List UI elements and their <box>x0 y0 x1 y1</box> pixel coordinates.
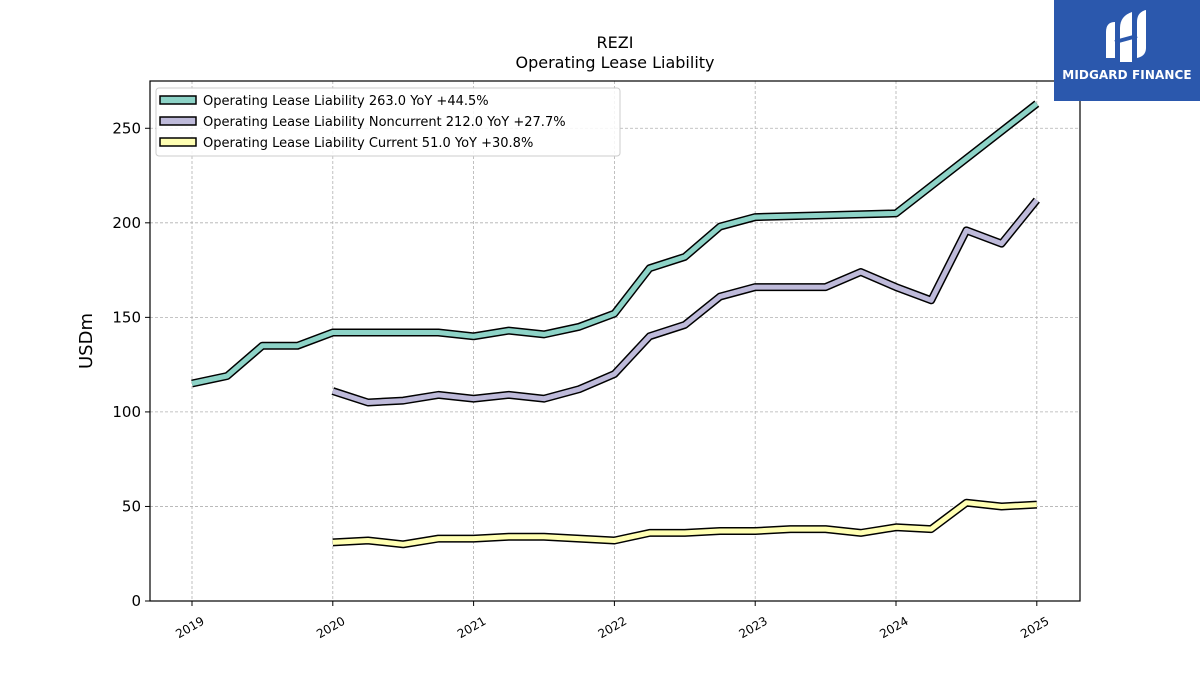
x-tick-label: 2024 <box>877 614 910 641</box>
series-line-3 <box>332 500 1037 547</box>
brand-logo: MIDGARD FINANCE <box>1054 0 1200 101</box>
chart-title: REZI <box>597 33 634 52</box>
series-line-1 <box>191 101 1039 386</box>
y-tick-label: 100 <box>112 403 141 421</box>
chart-subtitle: Operating Lease Liability <box>515 53 714 72</box>
brand-mark-icon <box>1106 10 1146 62</box>
legend-label-3: Operating Lease Liability Current 51.0 Y… <box>203 136 533 151</box>
legend-swatch-2 <box>159 116 197 126</box>
brand-name: MIDGARD FINANCE <box>1062 68 1192 82</box>
legend-swatch-1 <box>159 95 197 105</box>
y-tick-label: 0 <box>131 592 141 610</box>
y-tick-label: 150 <box>112 308 141 326</box>
plot-frame <box>149 80 1081 602</box>
legend-box <box>155 87 621 157</box>
series-line-2 <box>332 198 1039 405</box>
y-tick-label: 250 <box>112 119 141 137</box>
x-tick-label: 2021 <box>455 614 488 641</box>
legend-label-2: Operating Lease Liability Noncurrent 212… <box>203 115 566 130</box>
legend-swatch-3 <box>159 137 197 147</box>
x-tick-label: 2025 <box>1018 614 1051 641</box>
x-tick-label: 2023 <box>736 614 769 641</box>
legend-label-1: Operating Lease Liability 263.0 YoY +44.… <box>203 94 489 109</box>
y-tick-label: 50 <box>122 497 141 515</box>
y-tick-label: 200 <box>112 214 141 232</box>
x-tick-label: 2022 <box>596 614 629 641</box>
x-tick-label: 2020 <box>314 614 347 641</box>
x-tick-label: 2019 <box>173 614 206 641</box>
y-axis-label: USDm <box>76 313 97 369</box>
